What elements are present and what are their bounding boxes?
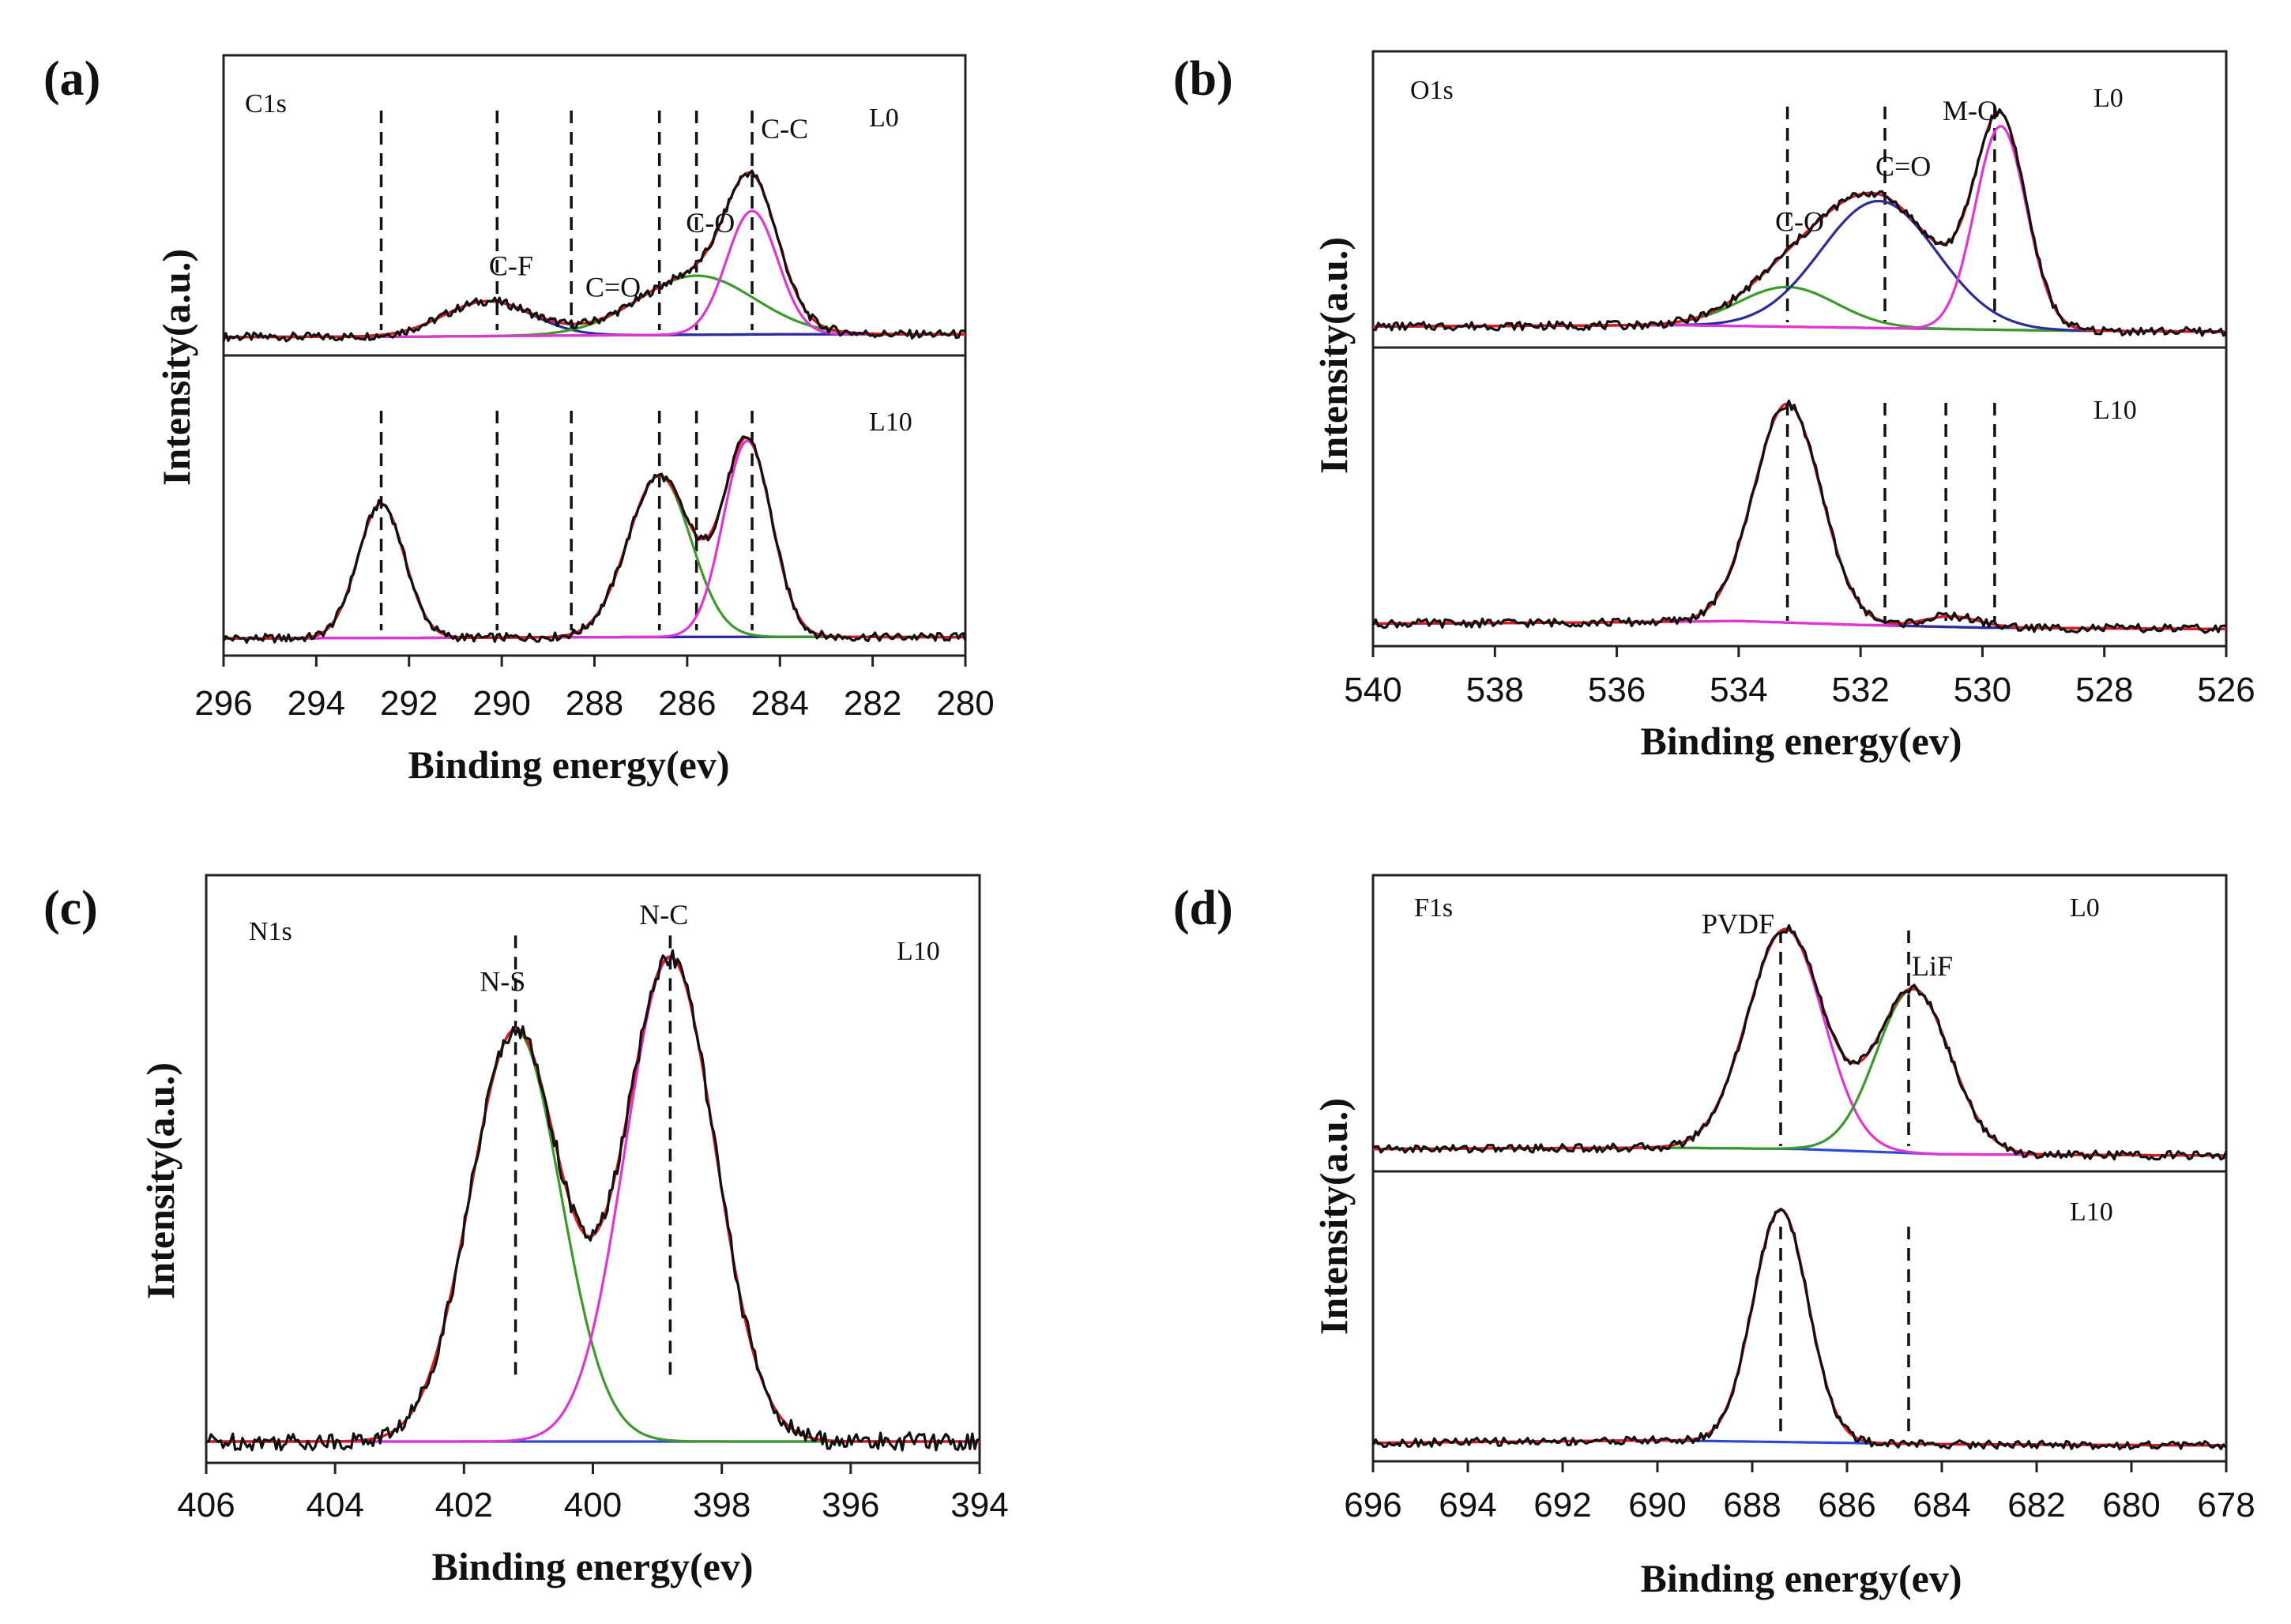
- x-tick-label-b: 538: [1466, 671, 1524, 709]
- y-axis-label-a: Intensity(a.u.): [154, 249, 198, 486]
- panel-letter-d: (d): [1173, 882, 1233, 935]
- x-tick-label-a: 290: [472, 684, 530, 723]
- raw-spectrum-d-0: [1372, 924, 2228, 1161]
- y-axis-label-b: Intensity(a.u.): [1311, 237, 1356, 474]
- x-axis-label-b: Binding energy(ev): [1641, 719, 1962, 763]
- x-tick-label-c: 404: [306, 1486, 363, 1524]
- peak-label-c-1: N-C: [639, 899, 688, 930]
- x-tick-label-c: 406: [177, 1486, 235, 1524]
- x-tick-label-c: 394: [950, 1486, 1008, 1524]
- region-label-a: C1s: [245, 89, 287, 118]
- x-tick-label-d: 692: [1533, 1486, 1591, 1524]
- x-tick-label-c: 396: [822, 1486, 879, 1524]
- panel-letter-c: (c): [43, 882, 98, 935]
- x-tick-label-d: 680: [2102, 1486, 2160, 1524]
- x-axis-label-c: Binding energy(ev): [432, 1544, 754, 1588]
- x-tick-label-d: 678: [2197, 1486, 2255, 1524]
- sample-label-d-0: L0: [2070, 893, 2100, 923]
- sample-label-a-1: L10: [869, 408, 912, 437]
- peak-label-a-3: C-C: [761, 113, 808, 145]
- panel-a: (a) Intensity(a.u.) C1s L0 L10 Binding e…: [43, 52, 995, 787]
- raw-spectrum-a-0: [222, 169, 966, 343]
- raw-spectrum-b-1: [1371, 399, 2227, 634]
- raw-spectrum-d-1: [1371, 1207, 2228, 1451]
- x-tick-label-d: 688: [1723, 1486, 1781, 1524]
- x-axis-label-d: Binding energy(ev): [1641, 1556, 1962, 1600]
- x-tick-label-b: 528: [2075, 671, 2133, 709]
- x-tick-label-b: 534: [1710, 671, 1767, 709]
- x-axis-label-a: Binding energy(ev): [408, 742, 730, 787]
- y-axis-label-d: Intensity(a.u.): [1311, 1098, 1356, 1335]
- x-tick-label-b: 526: [2197, 671, 2255, 709]
- x-tick-label-a: 284: [751, 684, 809, 723]
- sample-label-b-0: L0: [2094, 84, 2124, 113]
- panel-d: (d) Intensity(a.u.) F1s L0 L10 Binding e…: [1173, 874, 2255, 1600]
- x-tick-label-c: 398: [693, 1486, 750, 1524]
- sample-label-d-1: L10: [2070, 1197, 2113, 1227]
- x-tick-label-a: 280: [936, 684, 994, 723]
- x-tick-label-a: 292: [380, 684, 438, 723]
- x-tick-label-a: 282: [844, 684, 901, 723]
- peak-label-a-2: C-O: [686, 207, 735, 239]
- plot-area-d: 696 694 692 690 688 686 684 682 680 678 PVDF LiF: [1344, 874, 2255, 1524]
- x-tick-label-b: 540: [1344, 671, 1401, 709]
- x-tick-label-d: 686: [1818, 1486, 1875, 1524]
- plot-frame-d: [1371, 874, 2228, 1463]
- x-tick-label-a: 294: [288, 684, 345, 723]
- raw-spectrum-a-1: [222, 435, 967, 644]
- sample-label-a-0: L0: [869, 103, 899, 133]
- x-tick-label-d: 682: [2007, 1486, 2065, 1524]
- plot-area-b: 540 538 536 534 532 530 528 526 C-O C=O M-O: [1344, 50, 2255, 709]
- peak-label-b-2: M-O: [1943, 95, 1998, 126]
- panel-letter-a: (a): [43, 52, 100, 106]
- x-tick-label-d: 696: [1344, 1486, 1401, 1524]
- raw-spectrum-c-0: [205, 949, 980, 1452]
- panel-c: (c) Intensity(a.u.) N1s L10 Binding ener…: [43, 874, 1009, 1588]
- peak-label-b-1: C=O: [1875, 150, 1931, 182]
- raw-spectrum-b-0: [1372, 107, 2228, 337]
- x-tick-label-b: 536: [1588, 671, 1646, 709]
- peak-label-d-1: LiF: [1912, 950, 1953, 982]
- peak-label-c-0: N-S: [480, 966, 525, 998]
- x-tick-label-c: 402: [435, 1486, 493, 1524]
- x-tick-label-d: 694: [1439, 1486, 1496, 1524]
- plot-area-a: 296 294 292 290 288 286 284 282 280 C-F C=O C-O C-C: [194, 54, 995, 723]
- region-label-b: O1s: [1410, 76, 1454, 105]
- sample-label-b-1: L10: [2094, 396, 2137, 425]
- x-tick-label-b: 532: [1831, 671, 1889, 709]
- x-tick-label-a: 286: [658, 684, 716, 723]
- peak-label-a-0: C-F: [489, 250, 533, 281]
- x-tick-label-a: 296: [194, 684, 252, 723]
- x-tick-label-d: 690: [1628, 1486, 1686, 1524]
- region-label-d: F1s: [1414, 893, 1453, 923]
- sample-label-c-0: L10: [897, 937, 940, 966]
- x-tick-label-d: 684: [1913, 1486, 1970, 1524]
- region-label-c: N1s: [249, 917, 292, 946]
- panel-letter-b: (b): [1173, 52, 1233, 106]
- x-tick-label-a: 288: [566, 684, 623, 723]
- x-tick-label-b: 530: [1954, 671, 2011, 709]
- x-tick-label-c: 400: [564, 1486, 622, 1524]
- peak-label-a-1: C=O: [585, 272, 641, 303]
- panel-b: (b) Intensity(a.u.) O1s L0 L10 Binding e…: [1173, 50, 2255, 763]
- peak-label-b-0: C-O: [1775, 206, 1824, 238]
- plot-area-c: 406 404 402 400 398 396 394 N-S N-C: [177, 874, 1009, 1524]
- y-axis-label-c: Intensity(a.u.): [138, 1062, 182, 1299]
- peak-label-d-0: PVDF: [1702, 908, 1774, 940]
